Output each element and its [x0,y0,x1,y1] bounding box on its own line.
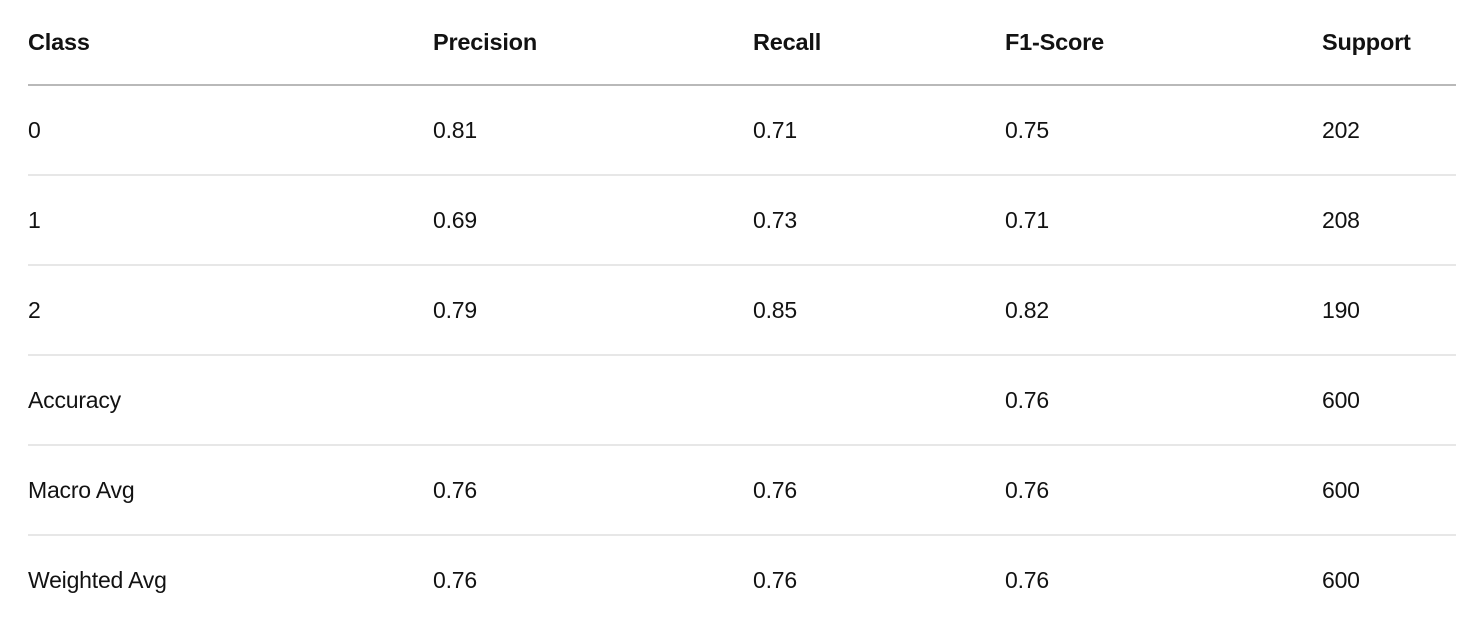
cell-precision [433,355,753,446]
cell-f1-score: 0.82 [1005,265,1322,356]
table-row-class-0: 0 0.81 0.71 0.75 202 [28,85,1456,176]
table-body: 0 0.81 0.71 0.75 202 1 0.69 0.73 0.71 20… [28,85,1456,624]
cell-f1-score: 0.76 [1005,445,1322,536]
table-row-accuracy: Accuracy 0.76 600 [28,355,1456,446]
column-header-f1-score: F1-Score [1005,0,1322,86]
cell-precision: 0.76 [433,445,753,536]
cell-support: 600 [1322,566,1360,593]
metrics-table: Class Precision Recall F1-Score Support … [28,0,1456,624]
column-header-precision: Precision [433,0,753,86]
cell-class: 2 [28,265,433,356]
table-row-weighted-avg: Weighted Avg 0.76 0.76 0.76 600 [28,535,1456,624]
column-header-class: Class [28,0,433,86]
cell-support: 600 [1322,355,1456,446]
cell-support: 190 [1322,265,1456,356]
cell-class: Weighted Avg [28,566,167,593]
cell-recall: 0.73 [753,175,1005,266]
cell-recall: 0.76 [753,566,797,593]
cell-support: 208 [1322,175,1456,266]
cell-precision: 0.81 [433,85,753,176]
table-row-macro-avg: Macro Avg 0.76 0.76 0.76 600 [28,445,1456,536]
cell-support: 202 [1322,85,1456,176]
table-row-class-2: 2 0.79 0.85 0.82 190 [28,265,1456,356]
table-row-class-1: 1 0.69 0.73 0.71 208 [28,175,1456,266]
cell-f1-score: 0.75 [1005,85,1322,176]
cell-class: 0 [28,85,433,176]
header-row: Class Precision Recall F1-Score Support [28,0,1456,86]
cell-recall: 0.71 [753,85,1005,176]
cell-precision: 0.76 [433,566,477,593]
cell-class: Accuracy [28,355,433,446]
cell-precision: 0.79 [433,265,753,356]
cell-support: 600 [1322,445,1456,536]
cell-f1-score: 0.71 [1005,175,1322,266]
cell-recall: 0.76 [753,445,1005,536]
cell-recall: 0.85 [753,265,1005,356]
cell-recall [753,355,1005,446]
cell-f1-score: 0.76 [1005,355,1322,446]
column-header-support: Support [1322,0,1456,86]
cell-class: Macro Avg [28,445,433,536]
classification-report-table: Class Precision Recall F1-Score Support … [28,0,1456,624]
cell-f1-score: 0.76 [1005,566,1049,593]
cell-class: 1 [28,175,433,266]
column-header-recall: Recall [753,0,1005,86]
cell-precision: 0.69 [433,175,753,266]
